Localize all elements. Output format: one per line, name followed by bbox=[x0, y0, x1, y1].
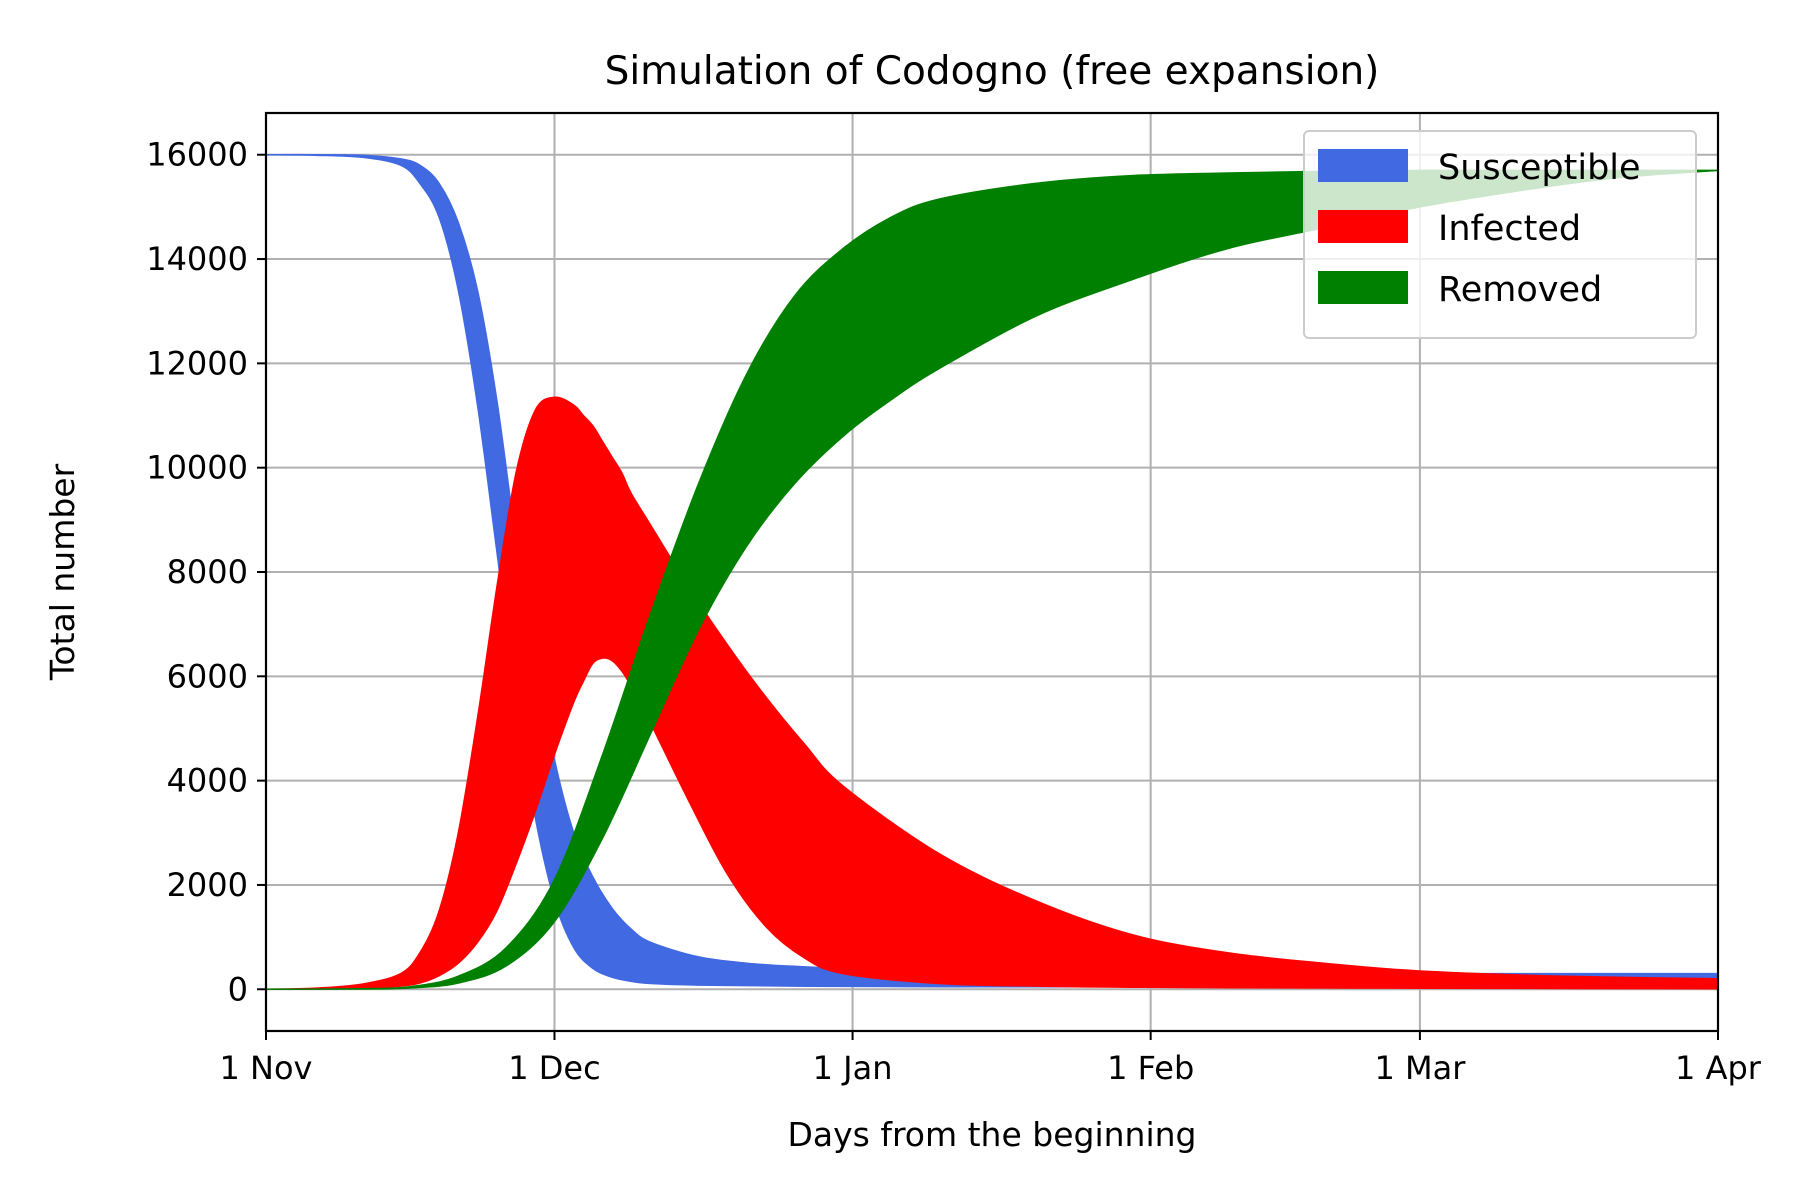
legend-swatch-susceptible bbox=[1318, 149, 1408, 182]
legend-label-infected: Infected bbox=[1438, 209, 1581, 249]
y-tick-label: 6000 bbox=[167, 657, 248, 695]
x-tick-label: 1 Mar bbox=[1374, 1049, 1466, 1087]
band-layer bbox=[265, 153, 1719, 991]
y-axis-label: Total number bbox=[43, 463, 82, 681]
x-tick-label: 1 Dec bbox=[508, 1049, 600, 1087]
y-tick-label: 14000 bbox=[146, 240, 248, 278]
legend-label-susceptible: Susceptible bbox=[1438, 148, 1641, 188]
band-removed bbox=[265, 169, 1719, 991]
x-axis-label: Days from the beginning bbox=[787, 1115, 1196, 1154]
y-tick-label: 4000 bbox=[167, 762, 248, 800]
x-tick-label: 1 Nov bbox=[220, 1049, 313, 1087]
y-tick-label: 0 bbox=[228, 970, 248, 1008]
tick-layer: 1 Nov 1 Dec 1 Jan 1 Feb 1 Mar 1 Apr 0 2000 4000 6… bbox=[146, 136, 1762, 1087]
legend-swatch-removed bbox=[1318, 271, 1408, 304]
chart-title: Simulation of Codogno (free expansion) bbox=[605, 49, 1380, 94]
legend-label-removed: Removed bbox=[1438, 270, 1602, 310]
y-tick-label: 2000 bbox=[167, 866, 248, 904]
y-tick-label: 10000 bbox=[146, 449, 248, 487]
y-tick-label: 16000 bbox=[146, 136, 248, 174]
y-tick-label: 12000 bbox=[146, 344, 248, 382]
band-infected bbox=[265, 396, 1719, 991]
legend-swatch-infected bbox=[1318, 210, 1408, 243]
legend: Susceptible Infected Removed bbox=[1303, 130, 1697, 339]
legend-items: Susceptible Infected Removed bbox=[1318, 148, 1641, 310]
x-tick-label: 1 Jan bbox=[813, 1049, 893, 1087]
x-tick-label: 1 Apr bbox=[1675, 1049, 1762, 1087]
x-tick-label: 1 Feb bbox=[1107, 1049, 1194, 1087]
y-tick-label: 8000 bbox=[167, 553, 248, 591]
